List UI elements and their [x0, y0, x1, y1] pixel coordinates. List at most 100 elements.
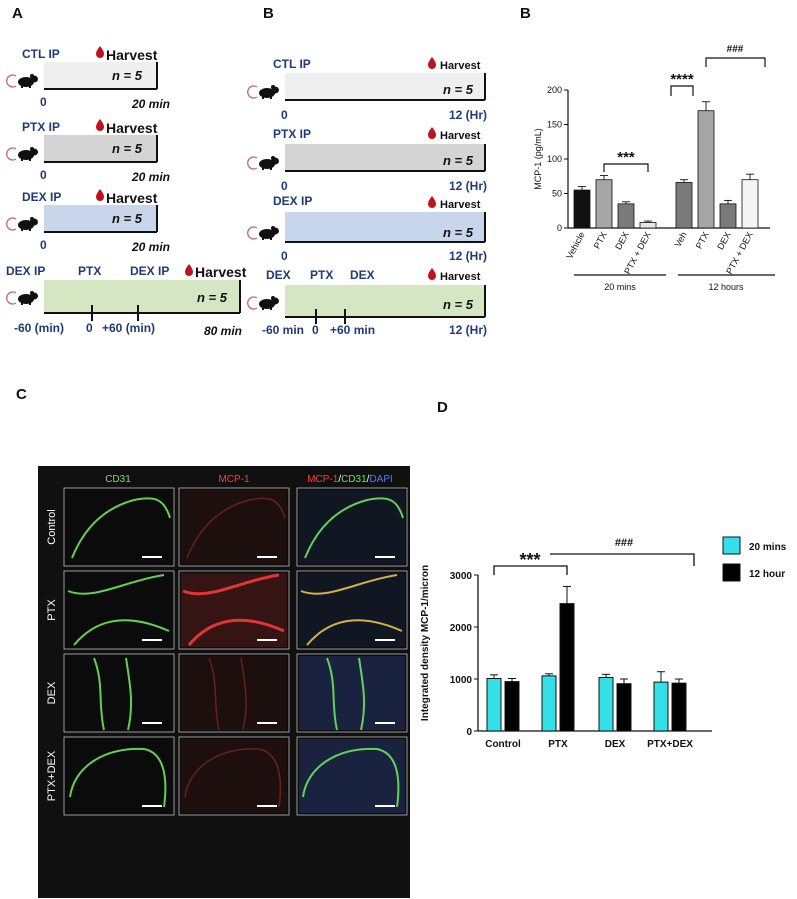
timeline-bar — [285, 73, 485, 100]
mcp1-background-stain — [181, 656, 287, 730]
micrograph-grid: CD31 MCP-1 MCP-1/CD31/DAPIControlPTXDEXPTX… — [38, 466, 410, 898]
n-count: n = 5 — [443, 297, 474, 312]
y-tick-label: 1000 — [450, 675, 473, 686]
bar — [573, 189, 591, 229]
significance-bracket — [493, 565, 568, 575]
mouse-icon — [247, 155, 280, 171]
significance-mark: ### — [615, 537, 633, 549]
micrograph-panel — [178, 487, 290, 567]
bar — [559, 603, 575, 732]
row-label: DEX — [46, 681, 58, 704]
mouse-icon — [6, 216, 39, 232]
micrograph-panel — [178, 736, 290, 816]
tissue-stain — [299, 656, 405, 731]
category-label: PTX — [548, 739, 568, 750]
time-start: 0 — [40, 168, 47, 182]
time-tick: +60 (min) — [102, 321, 155, 335]
y-tick-label: 0 — [466, 727, 472, 738]
time-end: 20 min — [131, 170, 170, 184]
time-tick: -60 min — [262, 323, 304, 337]
column-header-merge: MCP-1/CD31/DAPI — [307, 474, 393, 485]
category-label: PTX+DEX — [647, 739, 693, 750]
time-end: 12 (Hr) — [449, 249, 487, 263]
integrated-density-chart: 0 1000 2000 3000 Integrated density MCP-1/mi… — [420, 536, 787, 750]
harvest-label: Harvest — [106, 47, 158, 63]
n-count: n = 5 — [112, 141, 143, 156]
category-label: DEX — [715, 230, 733, 251]
timeline-bar — [44, 135, 157, 162]
bar — [616, 683, 632, 732]
timeline-bar — [44, 62, 157, 89]
n-count: n = 5 — [443, 153, 474, 168]
panel-letter-b-right: B — [520, 5, 531, 22]
y-tick-label: 150 — [547, 120, 562, 130]
cd31-stain — [67, 574, 170, 646]
harvest-label: Harvest — [195, 264, 247, 280]
legend-swatch — [722, 563, 741, 582]
timeline-a1: CTL IP Harvest n = 5 0 20 min — [6, 46, 170, 111]
timeline-a2: PTX IP Harvest n = 5 0 20 min — [6, 119, 170, 184]
dapi-stain — [299, 490, 405, 564]
y-tick-label: 3000 — [450, 571, 473, 582]
blood-drop-icon — [96, 119, 104, 131]
y-tick-label: 50 — [552, 189, 562, 199]
y-axis-label: Integrated density MCP-1/micron — [420, 565, 431, 721]
panel-letter-a: A — [12, 5, 23, 22]
time-tick: +60 min — [330, 323, 375, 337]
y-tick-label: 2000 — [450, 623, 473, 634]
timeline-bar — [44, 205, 157, 232]
harvest-label: Harvest — [440, 130, 481, 142]
timeline-bar — [285, 212, 485, 242]
category-label: Control — [485, 739, 521, 750]
timeline-b2: PTX IP Harvest n = 5 0 12 (Hr) — [247, 127, 487, 193]
timeline-label: DEX IP — [6, 264, 45, 278]
category-label: DEX — [613, 230, 631, 251]
y-tick-label: 100 — [547, 154, 562, 164]
merge-stain — [302, 747, 400, 808]
panel-letter-b-left: B — [263, 5, 274, 22]
timeline-label: PTX IP — [22, 120, 60, 134]
merge-stain — [326, 657, 366, 731]
dapi-stain — [299, 656, 405, 730]
tissue-stain — [181, 490, 287, 564]
harvest-label: Harvest — [106, 120, 158, 136]
merge-header-part: CD31 — [341, 474, 367, 485]
mouse-icon — [247, 295, 280, 311]
timeline-label: CTL IP — [273, 57, 311, 71]
bar — [653, 681, 669, 732]
time-end: 80 min — [204, 324, 242, 338]
time-end: 12 (Hr) — [449, 108, 487, 122]
timeline-a3: DEX IP Harvest n = 5 0 20 min — [6, 189, 170, 254]
n-count: n = 5 — [112, 68, 143, 83]
time-end: 20 min — [131, 97, 170, 111]
tissue-stain — [299, 573, 405, 647]
row-label: PTX — [46, 599, 58, 621]
tissue-stain — [181, 573, 287, 647]
row-label: Control — [46, 509, 58, 544]
blood-drop-icon — [428, 127, 436, 139]
micrograph-panel — [63, 653, 175, 733]
column-header-mcp1: MCP-1 — [218, 474, 250, 485]
time-end: 12 (Hr) — [449, 323, 487, 337]
timeline-label: DEX — [266, 268, 291, 282]
time-start: 0 — [40, 238, 47, 252]
significance-bracket — [670, 85, 694, 96]
timeline-label: PTX — [78, 264, 101, 278]
merge-header-part: DAPI — [369, 474, 392, 485]
bar — [486, 677, 502, 732]
harvest-label: Harvest — [106, 190, 158, 206]
cd31-stain — [71, 497, 171, 559]
time-end: 12 (Hr) — [449, 179, 487, 193]
harvest-label: Harvest — [440, 271, 481, 283]
mouse-icon — [6, 290, 39, 306]
group-label: 20 mins — [604, 282, 636, 292]
timeline-label: DEX IP — [22, 190, 61, 204]
panel-letter-c: C — [16, 386, 27, 403]
merge-stain — [300, 574, 403, 646]
category-label: Veh — [673, 230, 689, 248]
timeline-label: DEX — [350, 268, 375, 282]
blood-drop-icon — [428, 57, 436, 69]
timeline-label: DEX IP — [273, 194, 312, 208]
significance-mark: **** — [670, 71, 694, 88]
